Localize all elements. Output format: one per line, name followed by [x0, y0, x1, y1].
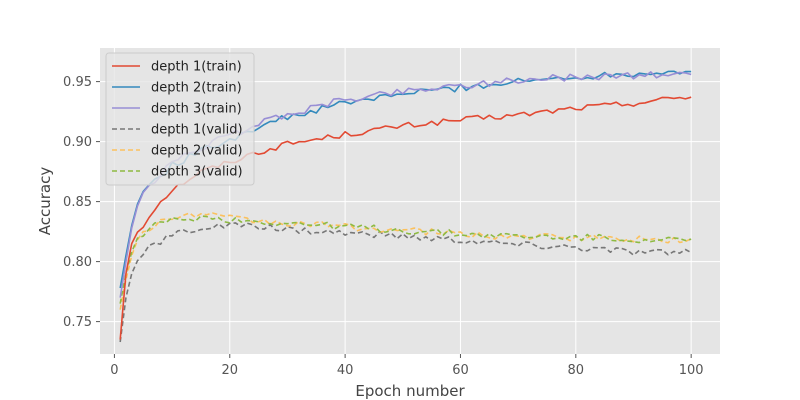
- legend-label: depth 2(valid): [151, 144, 243, 159]
- y-tick-label: 0.90: [63, 135, 92, 150]
- y-axis-label: Accuracy: [36, 167, 54, 236]
- y-tick-label: 0.80: [63, 255, 92, 270]
- x-tick-label: 100: [679, 363, 704, 378]
- series-line-depth-2-valid: [119, 212, 692, 310]
- y-tick-label: 0.95: [63, 75, 92, 90]
- legend-label: depth 1(train): [151, 60, 242, 75]
- legend-label: depth 3(valid): [151, 165, 243, 180]
- legend-label: depth 2(train): [151, 81, 242, 96]
- y-axis-ticks: 0.75 0.80 0.85 0.90 0.95: [63, 75, 100, 330]
- x-tick-label: 20: [221, 363, 238, 378]
- legend-label: depth 1(valid): [151, 123, 243, 138]
- series-line-depth-1-valid: [119, 222, 692, 343]
- legend-label: depth 3(train): [151, 102, 242, 117]
- legend-box: [105, 52, 255, 186]
- x-tick-label: 60: [452, 363, 469, 378]
- x-tick-label: 40: [337, 363, 354, 378]
- legend: depth 1(train) depth 2(train) depth 3(trai…: [105, 52, 255, 186]
- grid: [100, 48, 720, 354]
- x-tick-label: 80: [568, 363, 585, 378]
- x-axis-label: Epoch number: [355, 382, 465, 400]
- y-tick-label: 0.85: [63, 195, 92, 210]
- x-tick-label: 0: [110, 363, 118, 378]
- x-axis-ticks: 0 20 40 60 80 100: [110, 354, 704, 378]
- y-tick-label: 0.75: [63, 315, 92, 330]
